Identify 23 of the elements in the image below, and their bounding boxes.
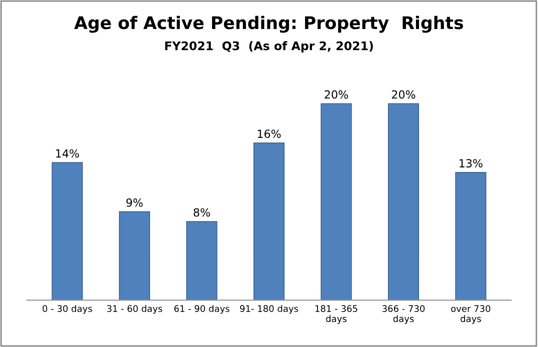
chart-title: Age of Active Pending: Property Rights (74, 16, 464, 33)
x-tick-label: 31 - 60 days (107, 305, 162, 314)
data-label: 16% (258, 130, 281, 138)
bar (388, 103, 420, 300)
bar (455, 172, 486, 300)
x-tick-label: 366 - 730 days (382, 305, 425, 324)
bar (320, 103, 352, 300)
bar (186, 221, 218, 300)
x-tick-label: 181 - 365 days (316, 305, 358, 324)
x-tick-label: 91- 180 days (240, 305, 298, 314)
x-tick-label: 61 - 90 days (174, 305, 230, 314)
data-label: 20% (392, 90, 416, 99)
data-label: 13% (460, 159, 482, 168)
bar (52, 162, 83, 300)
chart-subtitle: FY2021 Q3 (As of Apr 2, 2021) (165, 41, 373, 53)
data-label: 20% (324, 90, 348, 99)
x-tick-label: 0 - 30 days (42, 305, 92, 314)
data-label: 14% (56, 149, 79, 158)
data-label: 8% (194, 208, 210, 217)
bar (253, 142, 285, 300)
x-tick-label: over 730 days (451, 305, 490, 324)
data-label: 9% (126, 198, 143, 207)
bar (118, 211, 150, 300)
